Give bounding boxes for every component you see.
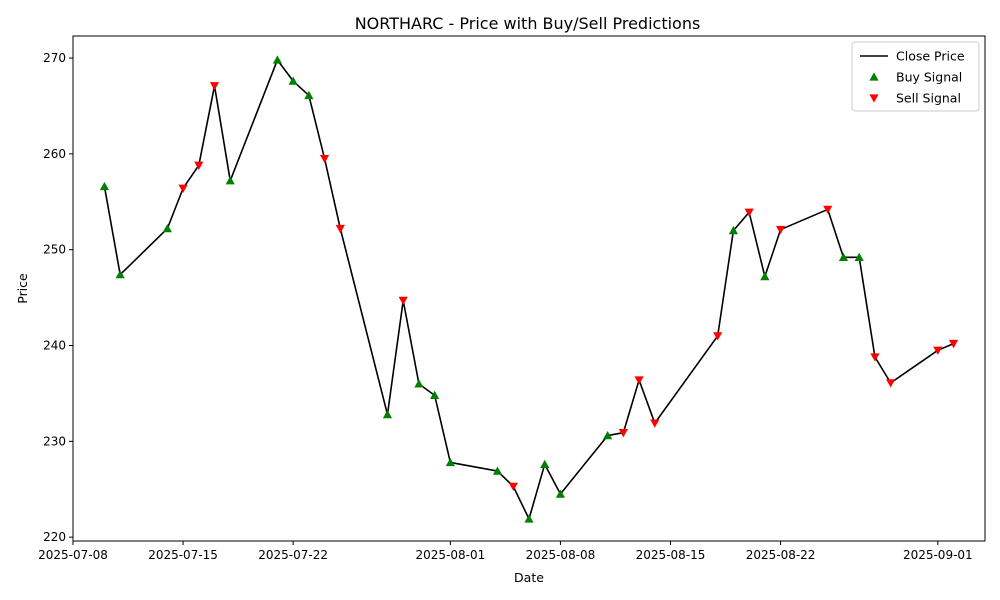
buy-signal-marker — [838, 252, 849, 262]
x-tick-label: 2025-08-01 — [416, 548, 486, 562]
x-axis: 2025-07-08 2025-07-15 2025-07-22 2025-08-01… — [38, 541, 973, 562]
sell-signal-marker — [933, 346, 943, 355]
buy-signal-marker — [225, 176, 235, 185]
plot-frame — [72, 35, 986, 542]
sell-signal-marker — [209, 82, 220, 91]
legend-entry-label: Close Price — [896, 49, 965, 64]
x-axis-label: Date — [514, 570, 544, 585]
y-tick-label: 240 — [43, 339, 66, 353]
buy-signal-marker — [288, 76, 298, 85]
legend-entry-label: Sell Signal — [896, 91, 961, 106]
x-tick-label: 2025-07-22 — [258, 548, 328, 562]
plot-area — [99, 55, 959, 523]
close-price-line — [103, 59, 954, 520]
sell-signal-marker — [823, 205, 833, 215]
buy-signal-marker — [162, 224, 172, 233]
sell-signal-marker — [398, 296, 408, 306]
legend-buy-swatch — [869, 72, 879, 81]
sell-signal-marker — [775, 225, 786, 235]
y-axis: 220 230 240 250 260 270 — [43, 51, 73, 544]
y-tick-label: 220 — [43, 530, 66, 544]
buy-signal-marker — [272, 55, 283, 64]
y-tick-label: 260 — [43, 147, 66, 161]
legend: Close Price Buy Signal Sell Signal — [851, 41, 980, 112]
sell-signal-marker — [319, 154, 330, 164]
buy-signal-marker — [414, 379, 424, 388]
x-tick-label: 2025-07-15 — [148, 548, 218, 562]
buy-signal-marker — [555, 489, 566, 498]
x-tick-label: 2025-07-08 — [38, 548, 108, 562]
sell-signal-marker — [618, 429, 628, 438]
y-tick-label: 270 — [43, 51, 66, 65]
buy-signal-marker — [382, 409, 393, 419]
buy-signal-marker — [304, 90, 314, 100]
sell-signal-marker — [886, 379, 896, 388]
y-axis-label: Price — [15, 273, 30, 304]
sell-signal-marker — [650, 419, 660, 428]
sell-signal-marker — [194, 161, 204, 170]
buy-signal-marker — [524, 514, 534, 523]
sell-signal-marker — [744, 208, 754, 217]
legend-box — [851, 41, 980, 112]
sell-signal-marker — [870, 353, 880, 362]
legend-sell-swatch — [869, 94, 879, 103]
sell-signal-marker — [713, 332, 723, 341]
sell-signal-marker — [634, 376, 644, 385]
buy-signal-marker — [99, 181, 110, 191]
x-tick-label: 2025-08-08 — [526, 548, 596, 562]
buy-signal-marker — [728, 225, 739, 235]
buy-signal-marker — [854, 252, 864, 262]
y-tick-label: 250 — [43, 243, 66, 257]
chart-title: NORTHARC - Price with Buy/Sell Predictio… — [355, 14, 701, 33]
buy-signal-marker — [540, 459, 550, 469]
buy-signal-marker — [115, 270, 125, 279]
buy-signal-marker — [430, 390, 440, 400]
buy-signal-marker — [492, 466, 503, 475]
y-tick-label: 230 — [43, 434, 66, 448]
buy-signal-marker — [760, 271, 770, 281]
x-tick-label: 2025-08-15 — [636, 548, 706, 562]
x-tick-label: 2025-08-22 — [746, 548, 816, 562]
buy-signal-marker — [445, 457, 455, 467]
sell-signal-marker — [508, 482, 518, 491]
sell-signal-marker — [335, 224, 345, 234]
buy-signal-marker — [603, 430, 613, 440]
legend-entry-label: Buy Signal — [896, 70, 962, 85]
x-tick-label: 2025-09-01 — [903, 548, 973, 562]
sell-signal-marker — [948, 339, 959, 349]
sell-signal-marker — [178, 184, 188, 193]
